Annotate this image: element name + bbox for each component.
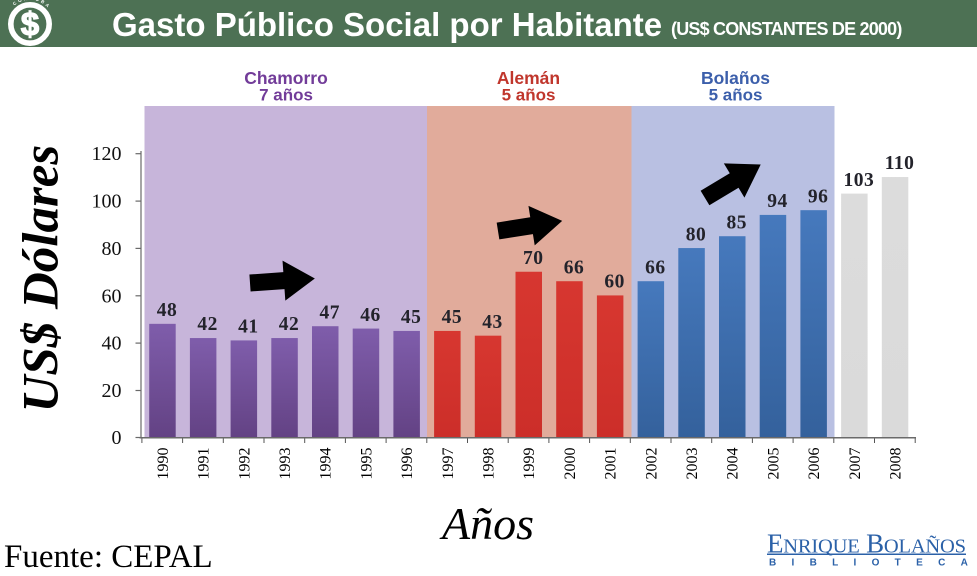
svg-text:Años: Años — [439, 498, 534, 549]
svg-text:103: 103 — [843, 170, 874, 191]
svg-text:43: 43 — [482, 312, 503, 333]
svg-text:70: 70 — [523, 248, 544, 269]
svg-text:Gasto Público Social por Habit: Gasto Público Social por Habitante — [112, 6, 662, 43]
svg-text:5 años: 5 años — [502, 86, 556, 105]
svg-text:2001: 2001 — [603, 448, 620, 480]
svg-text:2007: 2007 — [847, 448, 864, 480]
svg-text:94: 94 — [767, 191, 788, 212]
svg-text:66: 66 — [645, 257, 666, 278]
svg-text:1995: 1995 — [358, 448, 375, 480]
svg-text:2002: 2002 — [643, 448, 660, 480]
svg-text:20: 20 — [102, 380, 122, 402]
svg-text:Chamorro: Chamorro — [244, 68, 328, 88]
svg-text:41: 41 — [238, 317, 259, 338]
svg-text:Alemán: Alemán — [497, 68, 560, 88]
svg-text:2000: 2000 — [562, 448, 579, 480]
svg-text:110: 110 — [885, 153, 915, 174]
svg-text:Bolaños: Bolaños — [701, 68, 770, 88]
svg-text:2004: 2004 — [725, 448, 742, 480]
svg-text:1996: 1996 — [399, 448, 416, 480]
svg-text:1990: 1990 — [155, 448, 172, 480]
svg-text:5 años: 5 años — [709, 86, 763, 105]
svg-text:45: 45 — [401, 307, 422, 328]
svg-text:2005: 2005 — [765, 448, 782, 480]
svg-text:40: 40 — [102, 333, 122, 355]
svg-text:46: 46 — [360, 305, 381, 326]
svg-text:1994: 1994 — [318, 448, 335, 480]
svg-text:45: 45 — [442, 307, 463, 328]
svg-text:1992: 1992 — [236, 448, 253, 480]
svg-text:120: 120 — [92, 143, 122, 165]
svg-text:2003: 2003 — [684, 448, 701, 480]
svg-text:1993: 1993 — [277, 448, 294, 480]
svg-text:0: 0 — [112, 427, 122, 449]
svg-text:80: 80 — [686, 224, 707, 245]
svg-text:100: 100 — [92, 191, 122, 213]
svg-text:42: 42 — [197, 314, 218, 335]
svg-text:Fuente: CEPAL: Fuente: CEPAL — [4, 539, 213, 571]
svg-text:60: 60 — [604, 272, 625, 293]
svg-text:48: 48 — [157, 300, 178, 321]
svg-text:1999: 1999 — [521, 448, 538, 480]
svg-text:2008: 2008 — [887, 448, 904, 480]
svg-text:7 años: 7 años — [259, 86, 313, 105]
svg-text:85: 85 — [727, 212, 748, 233]
svg-text:1991: 1991 — [196, 448, 213, 480]
svg-text:(US$ CONSTANTES DE 2000): (US$ CONSTANTES DE 2000) — [671, 19, 902, 39]
svg-text:66: 66 — [564, 257, 585, 278]
svg-text:60: 60 — [102, 285, 122, 307]
svg-text:42: 42 — [279, 314, 300, 335]
svg-text:96: 96 — [808, 186, 829, 207]
svg-text:US$ Dólares: US$ Dólares — [14, 145, 70, 413]
svg-text:BIBLIOTECA: BIBLIOTECA — [769, 558, 977, 569]
svg-text:47: 47 — [320, 302, 341, 323]
svg-text:2006: 2006 — [806, 448, 823, 480]
svg-text:1997: 1997 — [440, 448, 457, 480]
svg-text:80: 80 — [102, 238, 122, 260]
svg-text:1998: 1998 — [480, 448, 497, 480]
